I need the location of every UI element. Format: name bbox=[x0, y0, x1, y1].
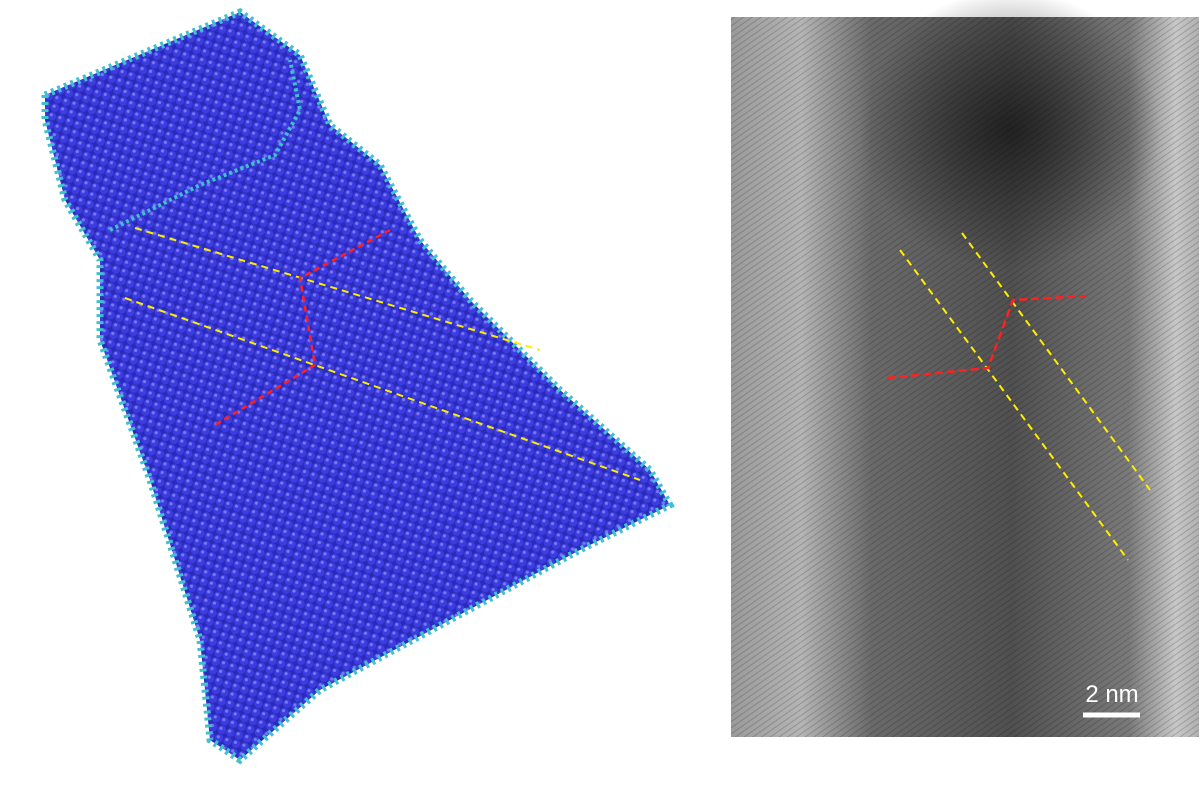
slip-path bbox=[886, 294, 1086, 380]
twin-line bbox=[961, 232, 1151, 491]
grain-boundary bbox=[109, 59, 303, 232]
twin-line bbox=[134, 227, 541, 351]
slip-path bbox=[214, 228, 391, 427]
twin-line bbox=[899, 249, 1129, 561]
nanowire-outline bbox=[41, 8, 675, 765]
scale-bar-label: 2 nm bbox=[1085, 681, 1138, 708]
lattice-fringes bbox=[731, 17, 1199, 737]
atomistic-model bbox=[41, 8, 675, 765]
tem-image: 2 nm bbox=[731, 0, 1199, 737]
